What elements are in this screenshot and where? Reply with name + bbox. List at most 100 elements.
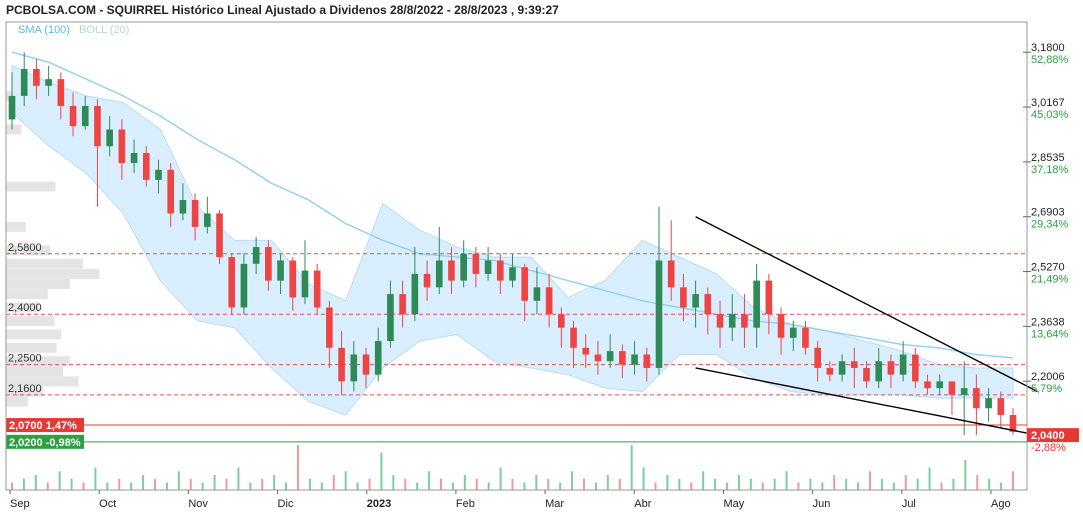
volume-bar: [1000, 482, 1003, 490]
candle-body: [130, 152, 138, 164]
volume-bar: [737, 475, 740, 490]
volume-bar: [404, 478, 407, 490]
candle-body: [191, 200, 199, 227]
candle-body: [973, 388, 980, 409]
candle-body: [582, 347, 590, 355]
volume-bar: [118, 478, 121, 490]
volume-bar: [880, 478, 883, 490]
candle-body: [496, 260, 504, 281]
volume-bar: [451, 482, 454, 490]
volume-profile-bar: [6, 356, 70, 367]
volume-bar: [702, 471, 705, 490]
volume-profile-bar: [6, 396, 28, 407]
volume-bar: [988, 478, 991, 490]
volume-profile-bar: [6, 268, 100, 279]
candle-body: [619, 351, 626, 365]
candle-body: [69, 105, 77, 127]
volume-profile-bar: [6, 278, 70, 289]
volume-bar: [392, 475, 395, 490]
volume-bar: [487, 482, 490, 490]
candle-body: [167, 169, 175, 214]
right-axis-price: 2,3638: [1031, 316, 1065, 328]
volume-bar: [249, 482, 252, 490]
volume-profile-bar: [6, 366, 64, 377]
volume-profile-bar: [6, 302, 39, 313]
volume-bar: [273, 475, 276, 490]
candle-body: [204, 213, 211, 227]
volume-bar: [213, 475, 216, 490]
candle-body: [887, 361, 895, 375]
candle-body: [912, 354, 919, 382]
right-axis-price: 2,5270: [1031, 262, 1065, 274]
volume-bar: [142, 475, 145, 490]
volume-bar: [380, 452, 383, 490]
right-axis-price: 2,8535: [1031, 152, 1065, 164]
volume-bar: [201, 482, 204, 490]
candle-body: [362, 354, 370, 375]
volume-bar: [332, 475, 335, 490]
candle-body: [850, 361, 858, 368]
volume-profile-bar: [6, 245, 50, 256]
volume-bar: [177, 471, 180, 490]
volume-bar: [749, 478, 752, 490]
volume-bar: [654, 482, 657, 490]
last-price-box: [1027, 428, 1079, 443]
candle-body: [399, 294, 406, 315]
volume-bar: [82, 482, 85, 490]
volume-bar: [285, 482, 288, 490]
candle-body: [179, 200, 187, 214]
right-axis-price: 3,1800: [1031, 42, 1065, 54]
candle-body: [423, 273, 431, 288]
bollinger-band-area: [11, 64, 1014, 416]
volume-bar: [58, 471, 61, 490]
volume-bar: [904, 475, 907, 490]
candle-body: [338, 347, 345, 382]
candle-body: [387, 294, 394, 342]
volume-bar: [821, 482, 824, 490]
candle-body: [924, 381, 931, 389]
candle-body: [484, 260, 492, 274]
volume-bar: [511, 478, 514, 490]
volume-profile: [6, 90, 100, 407]
right-axis-pct: 45,03%: [1031, 109, 1069, 121]
candle-body: [814, 347, 821, 368]
candle-body: [301, 270, 309, 298]
candle-body: [692, 294, 699, 308]
marker-label: 2,0700 1,47%: [9, 420, 77, 432]
volume-bar: [22, 478, 25, 490]
volume-bar: [845, 478, 848, 490]
volume-profile-bar: [6, 315, 55, 326]
candle-body: [8, 95, 16, 120]
candle-body: [350, 354, 358, 382]
level-label: 2,1600: [8, 383, 42, 395]
volume-bar: [225, 478, 228, 490]
candle-body: [435, 260, 443, 288]
candle-body: [985, 398, 992, 409]
x-axis-label: Jul: [902, 498, 916, 510]
right-axis-price: 2,6903: [1031, 207, 1065, 219]
volume-bar: [344, 471, 347, 490]
volume-profile-bar: [6, 289, 48, 300]
x-axis-label: Oct: [99, 498, 116, 510]
volume-bar: [571, 471, 574, 490]
right-axis-price: 2,2006: [1031, 371, 1065, 383]
candle-body: [81, 105, 89, 127]
volume-bar: [308, 478, 311, 490]
price-levels: 2,5800 2,4000 2,2500 2,1600 2,0700 1,47% 2,02…: [6, 242, 1027, 449]
volume-profile-bar: [6, 124, 22, 135]
candle-body: [765, 280, 773, 315]
volume-bar: [154, 478, 156, 490]
x-axis-label: 2023: [367, 498, 391, 510]
volume-bar: [130, 482, 133, 490]
volume-bar: [940, 482, 943, 490]
volume-profile-bar: [6, 386, 44, 397]
volume-bar: [559, 482, 562, 490]
candle-body: [45, 79, 52, 86]
x-axis-label: May: [723, 498, 744, 510]
candle-body: [142, 152, 150, 180]
level-label: 2,4000: [8, 302, 42, 314]
x-axis-label: Sep: [10, 498, 30, 510]
candle-body: [374, 341, 382, 375]
marker-label-box: [6, 418, 84, 433]
